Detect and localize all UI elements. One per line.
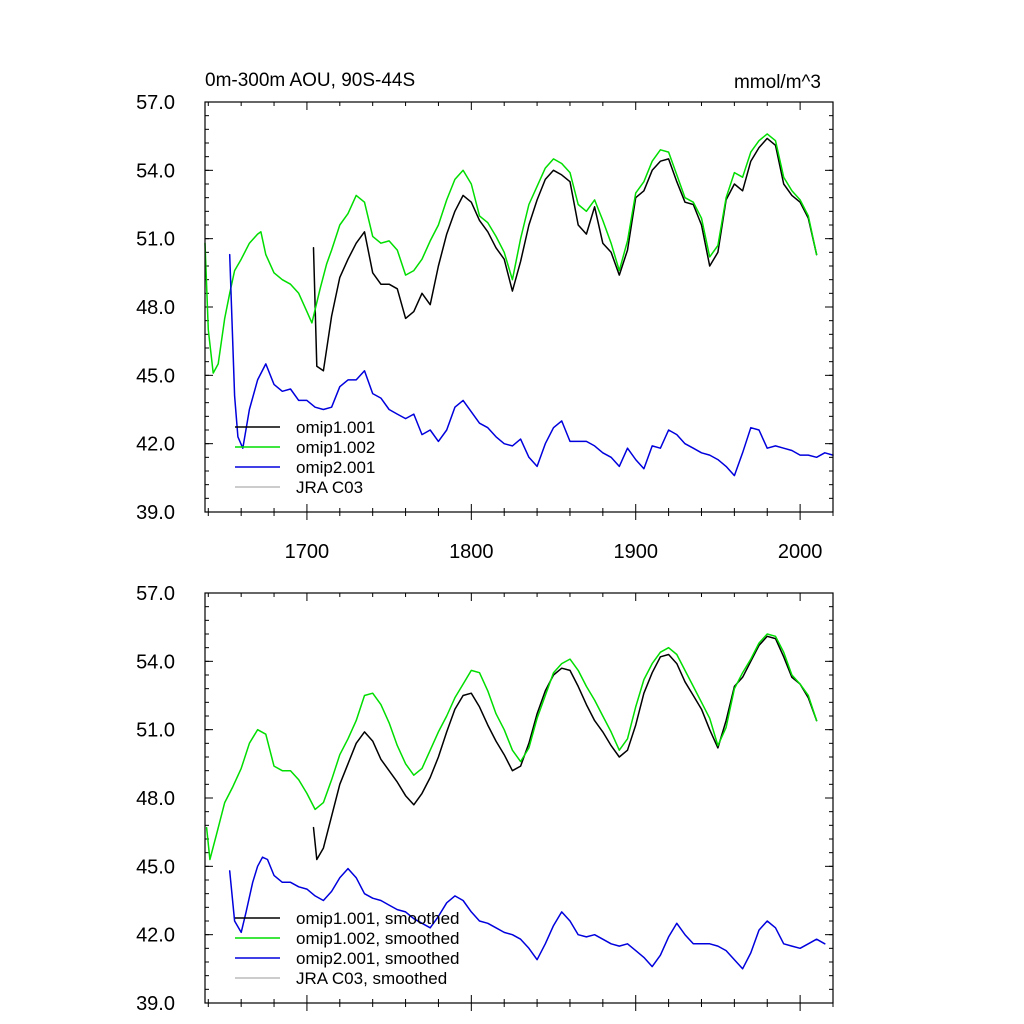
y-tick-label: 54.0 [136,160,175,182]
y-tick-label: 48.0 [136,297,175,319]
chart-panel-1: 0m-300m AOU, 90S-44S mmol/m^3 39.0 42.0 45.0… [136,70,834,563]
y-tick-label: 45.0 [136,365,175,387]
x-tick-label: 2000 [778,541,823,563]
chart-panel-2: 39.0 42.0 45.0 48.0 51.0 54.0 57.0 omip1.001, s… [136,583,834,1015]
y-tick-label: 45.0 [136,856,175,878]
series-line-3 [228,253,834,477]
legend-label: JRA C03, smoothed [296,969,447,988]
y-tick-label: 42.0 [136,925,175,947]
y-tick-label: 39.0 [136,993,175,1015]
series-line-1 [312,635,818,861]
y-tick-label: 42.0 [136,434,175,456]
plot-frame [204,101,834,513]
y-tick-label: 57.0 [136,583,175,605]
legend-label: omip1.002 [296,438,375,457]
legend-label: omip1.001, smoothed [296,909,460,928]
chart-title: 0m-300m AOU, 90S-44S [205,70,415,91]
x-tick-label: 1900 [613,541,658,563]
legend-label: omip2.001 [296,458,375,477]
legend-label: omip2.001, smoothed [296,949,460,968]
y-tick-label: 48.0 [136,788,175,810]
series-line-3 [228,856,826,970]
y-tick-label: 51.0 [136,229,175,251]
legend-label: JRA C03 [296,478,363,497]
y-tick-label: 39.0 [136,502,175,524]
y-tick-label: 57.0 [136,92,175,114]
series-line-2 [205,633,818,861]
plot-frame [204,592,834,1004]
series-line-1 [312,137,818,372]
x-tick-label: 1800 [449,541,494,563]
y-tick-label: 54.0 [136,651,175,673]
y-tick-label: 51.0 [136,720,175,742]
legend-label: omip1.002, smoothed [296,929,460,948]
legend-label: omip1.001 [296,418,375,437]
x-tick-label: 1700 [285,541,330,563]
series-line-2 [204,133,818,374]
units-label: mmol/m^3 [734,72,821,93]
